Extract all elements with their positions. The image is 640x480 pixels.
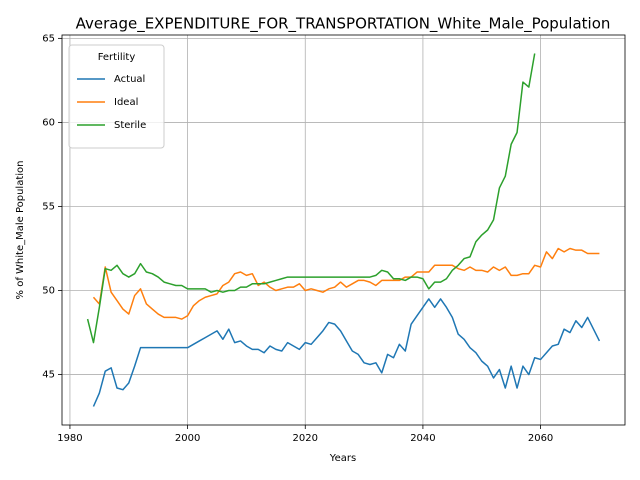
y-tick-label: 45 (42, 370, 55, 381)
x-tick-label: 2060 (528, 433, 553, 444)
x-tick-label: 2040 (410, 433, 435, 444)
y-tick-label: 60 (42, 117, 55, 128)
y-tick-label: 50 (42, 286, 55, 297)
y-axis-label: % of White_Male Population (15, 161, 26, 300)
x-tick-label: 2000 (175, 433, 200, 444)
y-tick-label: 55 (42, 201, 55, 212)
x-axis-label: Years (329, 453, 356, 464)
legend-title: Fertility (98, 52, 136, 63)
legend-box (68, 44, 165, 149)
series-line (86, 53, 536, 344)
series-line (92, 247, 600, 320)
x-tick-label: 2020 (293, 433, 318, 444)
series-line (92, 298, 601, 407)
legend-label: Ideal (114, 97, 138, 108)
y-tick-label: 65 (42, 33, 55, 44)
legend-label: Actual (114, 74, 145, 85)
x-tick-label: 1980 (57, 433, 82, 444)
chart-title: Average_EXPENDITURE_FOR_TRANSPORTATION_W… (76, 15, 611, 34)
plot-frame (61, 34, 626, 426)
legend-label: Sterile (114, 120, 146, 131)
